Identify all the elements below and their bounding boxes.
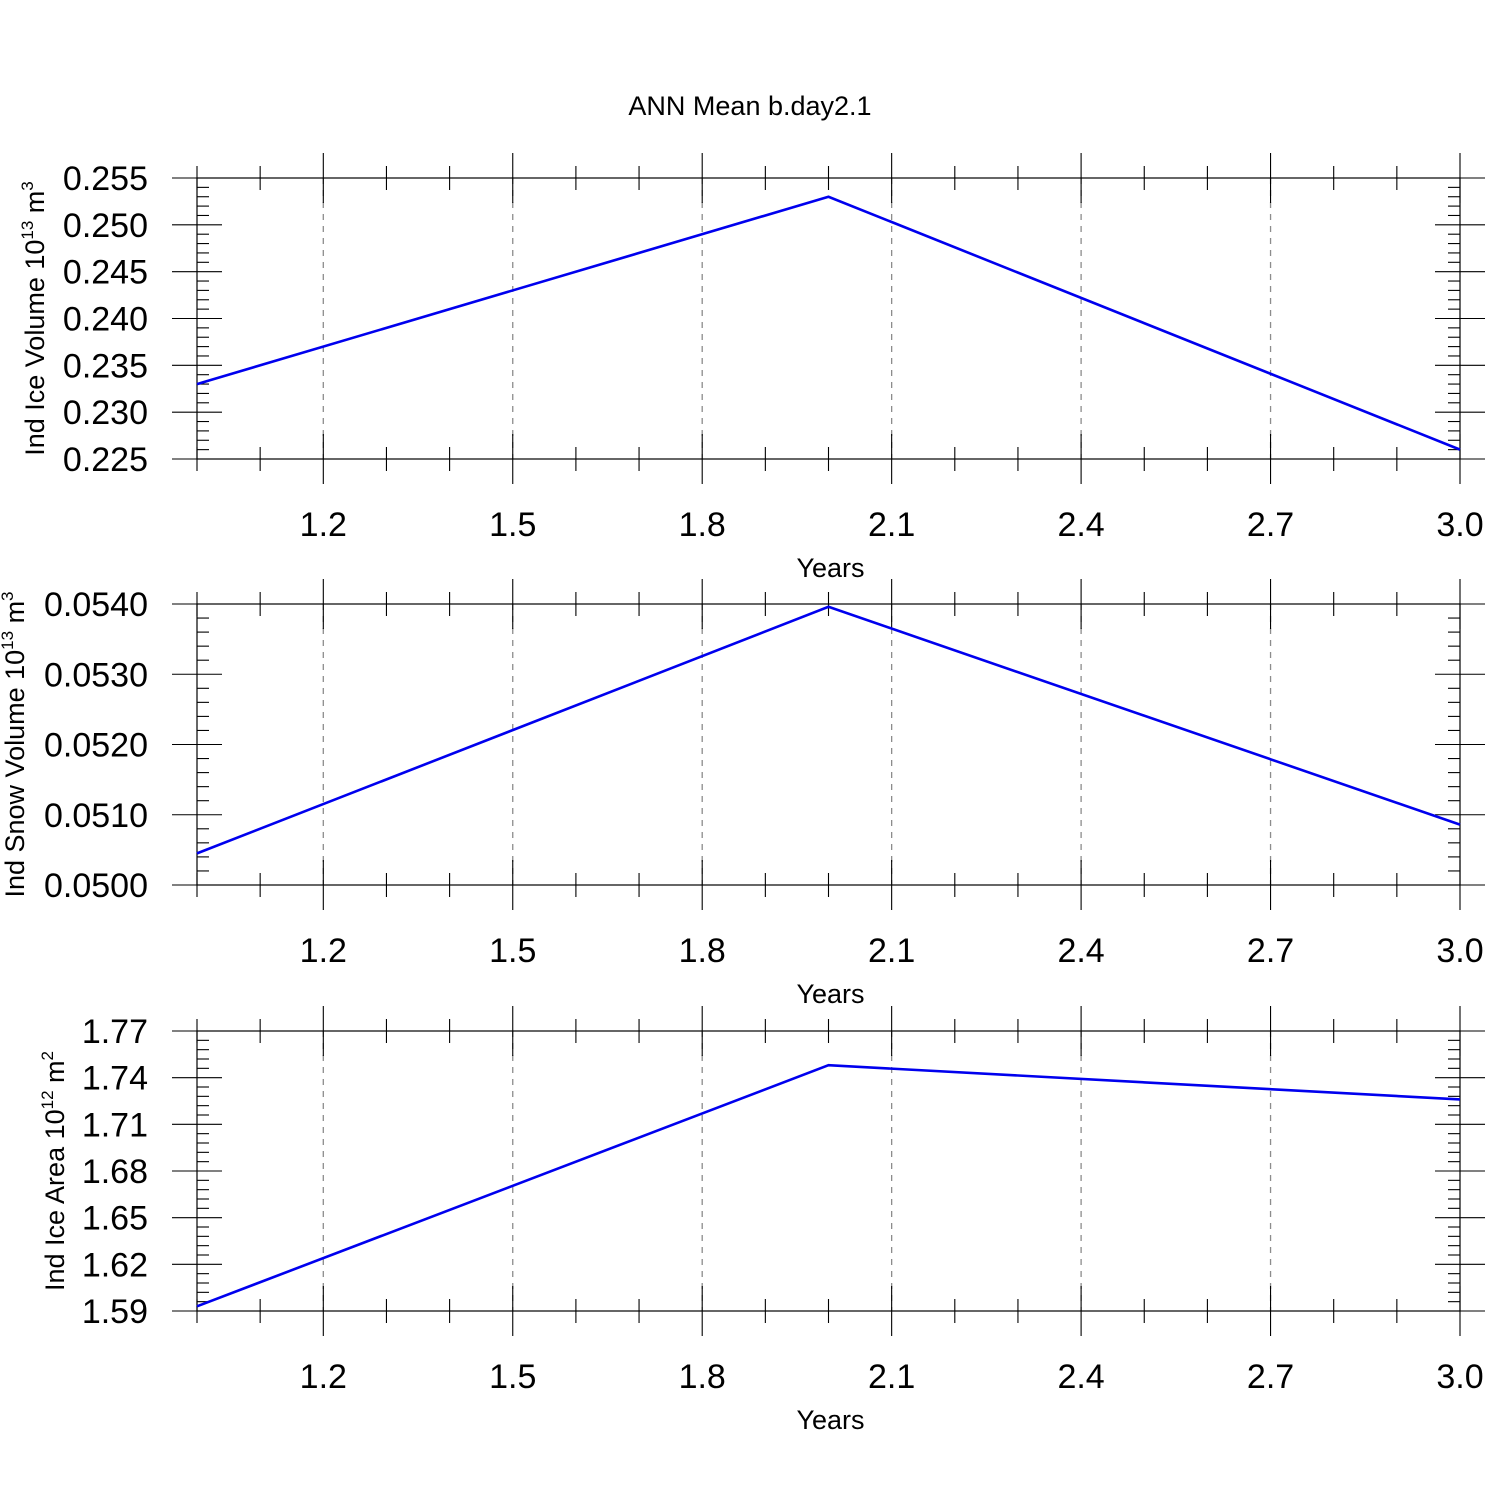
panel-1: 1.2 1.5 1.8 2.1 2.4 2.7 3.0 0.225 0.230 0.235 0.24… [18, 153, 1485, 583]
y-ticks [172, 603, 1485, 886]
y-axis-label-text: Ind Ice Area 10 [40, 1109, 70, 1291]
panel-2: 1.2 1.5 1.8 2.1 2.4 2.7 3.0 0.0500 0.0510 0.0520 0… [0, 579, 1485, 1009]
y-tick-label: 0.240 [63, 301, 148, 339]
y-tick-label: 0.225 [63, 441, 148, 479]
y-axis-label: Ind Ice Volume 1013 m3 [18, 181, 50, 456]
y-tick-label: 1.59 [82, 1293, 148, 1331]
y-ticks [172, 177, 1485, 460]
y-tick-label: 0.230 [63, 394, 148, 432]
x-ticks [196, 1006, 1461, 1336]
y-axis-label: Ind Snow Volume 1013 m3 [0, 591, 30, 897]
y-tick-label: 1.68 [82, 1153, 148, 1191]
x-axis-label: Years [796, 979, 864, 1009]
plot-frame [196, 603, 1461, 886]
y-axis-label-unit-exponent: 2 [38, 1051, 57, 1060]
series-line [196, 605, 1461, 855]
y-tick-label: 1.77 [82, 1013, 148, 1051]
x-tick-label: 2.1 [868, 506, 915, 544]
y-axis-label: Ind Ice Area 1012 m2 [38, 1051, 70, 1291]
y-tick-label: 0.0530 [44, 656, 148, 694]
x-tick-label: 2.1 [868, 932, 915, 970]
x-tick-label: 1.8 [679, 506, 726, 544]
y-tick-label: 1.74 [82, 1060, 148, 1098]
x-tick-label: 1.8 [679, 932, 726, 970]
x-tick-label: 2.4 [1057, 506, 1104, 544]
x-tick-label: 2.7 [1247, 1358, 1294, 1396]
x-tick-label: 2.4 [1057, 1358, 1104, 1396]
x-tick-label: 1.5 [489, 1358, 536, 1396]
y-tick-label: 1.62 [82, 1246, 148, 1284]
x-tick-label: 1.2 [300, 506, 347, 544]
y-axis-label-exponent: 12 [38, 1090, 57, 1109]
x-tick-label: 3.0 [1436, 506, 1483, 544]
x-tick-label: 1.2 [300, 932, 347, 970]
y-tick-label: 0.0500 [44, 867, 148, 905]
x-axis-label: Years [796, 1405, 864, 1435]
y-tick-label: 0.235 [63, 347, 148, 385]
y-tick-label: 0.250 [63, 207, 148, 245]
y-axis-label-unit: m [0, 601, 30, 631]
y-tick-label: 0.255 [63, 160, 148, 198]
x-tick-label: 1.8 [679, 1358, 726, 1396]
series-line [196, 195, 1461, 451]
x-tick-label: 2.4 [1057, 932, 1104, 970]
y-axis-label-unit: m [40, 1060, 70, 1090]
y-axis-label-text: Ind Ice Volume 10 [20, 240, 50, 456]
x-axis-label: Years [796, 553, 864, 583]
x-ticks [196, 579, 1461, 910]
figure-title: ANN Mean b.day2.1 [628, 91, 871, 121]
y-axis-label-exponent: 13 [18, 221, 37, 240]
y-axis-label-unit-exponent: 3 [18, 181, 37, 190]
y-tick-label: 0.0540 [44, 586, 148, 624]
x-tick-label: 1.5 [489, 506, 536, 544]
x-tick-label: 2.7 [1247, 506, 1294, 544]
panel-3: 1.2 1.5 1.8 2.1 2.4 2.7 3.0 1.59 1.62 1.65 1.68 1.7… [38, 1006, 1485, 1435]
y-axis-label-unit: m [20, 191, 50, 221]
y-axis-label-unit-exponent: 3 [0, 591, 17, 600]
y-tick-label: 0.0520 [44, 727, 148, 765]
plot-frame [196, 177, 1461, 460]
x-tick-label: 3.0 [1436, 1358, 1483, 1396]
y-tick-label: 1.71 [82, 1106, 148, 1144]
x-ticks [196, 153, 1461, 484]
x-tick-label: 1.5 [489, 932, 536, 970]
x-tick-label: 3.0 [1436, 932, 1483, 970]
x-tick-label: 1.2 [300, 1358, 347, 1396]
x-tick-label: 2.7 [1247, 932, 1294, 970]
y-axis-label-text: Ind Snow Volume 10 [0, 650, 30, 898]
series-line [196, 1063, 1461, 1308]
y-tick-label: 1.65 [82, 1200, 148, 1238]
y-tick-label: 0.245 [63, 254, 148, 292]
y-axis-label-exponent: 13 [0, 631, 17, 650]
x-tick-label: 2.1 [868, 1358, 915, 1396]
y-ticks [172, 1030, 1485, 1312]
y-tick-label: 0.0510 [44, 797, 148, 835]
